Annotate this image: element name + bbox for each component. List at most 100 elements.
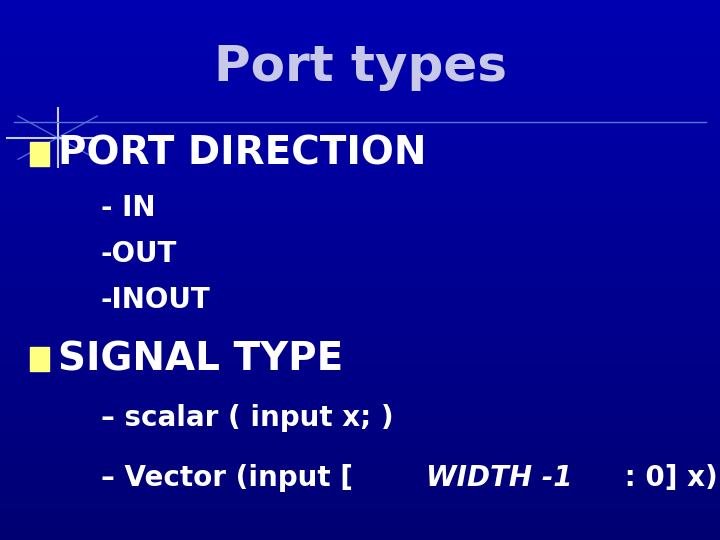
Bar: [0, 340, 720, 346]
Bar: [0, 448, 720, 454]
Bar: [0, 22, 720, 27]
Bar: [0, 362, 720, 367]
Bar: [0, 270, 720, 275]
Bar: [0, 470, 720, 475]
Bar: [0, 16, 720, 22]
Bar: [0, 324, 720, 329]
Bar: [0, 86, 720, 92]
Bar: [0, 124, 720, 130]
Text: PORT DIRECTION: PORT DIRECTION: [58, 135, 426, 173]
Bar: [0, 302, 720, 308]
Bar: [0, 313, 720, 319]
Bar: [0, 243, 720, 248]
Bar: [0, 103, 720, 108]
Bar: [0, 432, 720, 437]
Bar: [0, 140, 720, 146]
Bar: [0, 367, 720, 373]
Bar: [0, 535, 720, 540]
Bar: [0, 286, 720, 292]
Bar: [0, 211, 720, 216]
Bar: [0, 146, 720, 151]
Bar: [0, 119, 720, 124]
Bar: [0, 475, 720, 481]
Bar: [0, 59, 720, 65]
Bar: [0, 200, 720, 205]
Bar: [0, 502, 720, 508]
Bar: [0, 275, 720, 281]
Bar: [0, 81, 720, 86]
Bar: [0, 491, 720, 497]
Bar: [0, 194, 720, 200]
Bar: [0, 405, 720, 410]
Bar: [0, 11, 720, 16]
Bar: [0, 108, 720, 113]
Bar: [0, 184, 720, 189]
Bar: [30, 142, 49, 166]
Bar: [0, 65, 720, 70]
Text: – scalar ( input x; ): – scalar ( input x; ): [101, 404, 393, 433]
Bar: [0, 346, 720, 351]
Bar: [0, 383, 720, 389]
Bar: [0, 464, 720, 470]
Bar: [0, 32, 720, 38]
Text: : 0] x): : 0] x): [615, 464, 718, 492]
Bar: [0, 151, 720, 157]
Bar: [0, 416, 720, 421]
Bar: [0, 113, 720, 119]
Bar: [0, 281, 720, 286]
Bar: [0, 54, 720, 59]
Text: Port types: Port types: [214, 43, 506, 91]
Bar: [0, 76, 720, 81]
Bar: [30, 347, 49, 371]
Bar: [0, 248, 720, 254]
Text: WIDTH -1: WIDTH -1: [426, 464, 572, 492]
Bar: [0, 173, 720, 178]
Bar: [0, 135, 720, 140]
Bar: [0, 356, 720, 362]
Bar: [0, 378, 720, 383]
Bar: [0, 329, 720, 335]
Bar: [0, 524, 720, 529]
Bar: [0, 27, 720, 32]
Bar: [0, 167, 720, 173]
Bar: [0, 0, 720, 5]
Text: - IN: - IN: [101, 194, 156, 222]
Bar: [0, 529, 720, 535]
Bar: [0, 373, 720, 378]
Bar: [0, 410, 720, 416]
Bar: [0, 394, 720, 400]
Bar: [0, 43, 720, 49]
Bar: [0, 437, 720, 443]
Bar: [0, 513, 720, 518]
Bar: [0, 454, 720, 459]
Bar: [0, 49, 720, 54]
Bar: [0, 443, 720, 448]
Bar: [0, 157, 720, 162]
Bar: [0, 497, 720, 502]
Bar: [0, 92, 720, 97]
Bar: [0, 508, 720, 513]
Bar: [0, 189, 720, 194]
Bar: [0, 130, 720, 135]
Bar: [0, 297, 720, 302]
Text: SIGNAL TYPE: SIGNAL TYPE: [58, 340, 343, 378]
Bar: [0, 319, 720, 324]
Bar: [0, 259, 720, 265]
Bar: [0, 205, 720, 211]
Bar: [0, 421, 720, 427]
Bar: [0, 400, 720, 405]
Bar: [0, 335, 720, 340]
Bar: [0, 221, 720, 227]
Bar: [0, 265, 720, 270]
Bar: [0, 227, 720, 232]
Bar: [0, 232, 720, 238]
Text: -OUT: -OUT: [101, 240, 177, 268]
Text: -INOUT: -INOUT: [101, 286, 210, 314]
Bar: [0, 351, 720, 356]
Text: – Vector (input [: – Vector (input [: [101, 464, 353, 492]
Bar: [0, 427, 720, 432]
Bar: [0, 389, 720, 394]
Bar: [0, 97, 720, 103]
Bar: [0, 481, 720, 486]
Bar: [0, 38, 720, 43]
